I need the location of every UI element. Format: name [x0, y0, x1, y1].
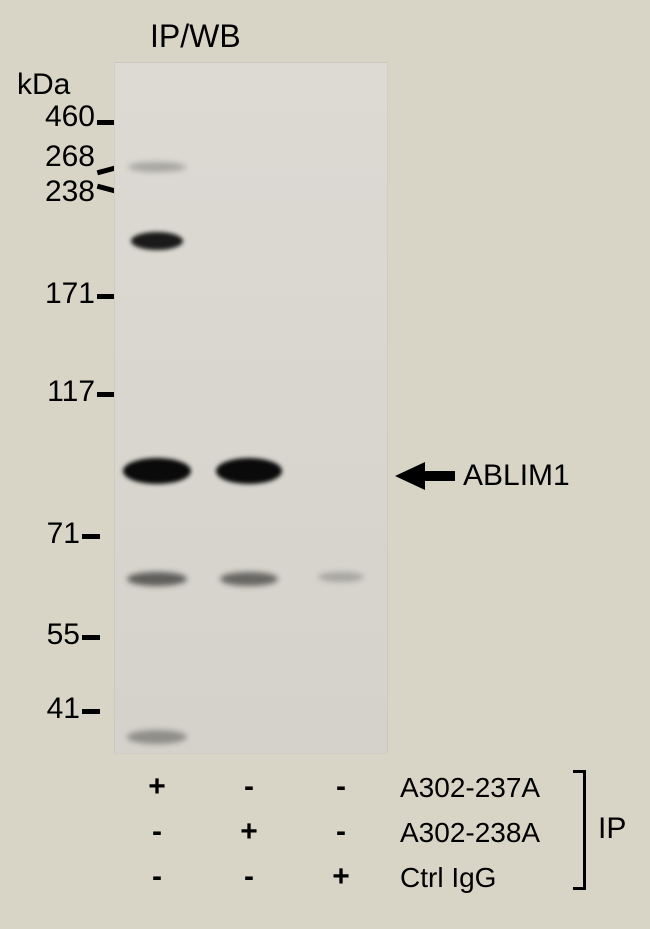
sample-r3-c1: - [142, 860, 172, 894]
mw-label-117: 117 [47, 375, 95, 409]
mw-label-460: 460 [45, 100, 95, 134]
mw-tick-268 [97, 166, 116, 175]
mw-label-268: 268 [45, 140, 95, 174]
arrow-shaft [425, 471, 455, 481]
antibody-label-3: Ctrl IgG [400, 862, 496, 894]
ip-label: IP [598, 812, 626, 846]
mw-label-41: 41 [47, 692, 80, 726]
sample-r2-c3: - [326, 815, 356, 849]
ip-bracket-top [573, 770, 586, 773]
ip-bracket-vertical [583, 770, 586, 890]
kda-unit-label: kDa [17, 68, 70, 102]
figure-title: IP/WB [150, 18, 241, 55]
band-lane1-190 [131, 232, 183, 250]
mw-tick-238 [97, 184, 116, 193]
mw-tick-71 [82, 534, 100, 539]
sample-r2-c2: + [234, 815, 264, 849]
sample-r3-c2: - [234, 860, 264, 894]
ip-bracket-bottom [573, 887, 586, 890]
protein-name-label: ABLIM1 [463, 459, 570, 493]
band-lane2-60 [220, 572, 278, 586]
mw-label-71: 71 [47, 517, 80, 551]
band-lane1-bottom [127, 730, 187, 744]
band-lane1-60 [127, 572, 187, 586]
mw-tick-171 [97, 294, 115, 299]
sample-r3-c3: + [326, 860, 356, 894]
antibody-label-1: A302-237A [400, 772, 540, 804]
sample-r1-c1: + [142, 770, 172, 804]
sample-r1-c2: - [234, 770, 264, 804]
arrow-head-icon [395, 462, 425, 490]
band-lane1-ablim1 [123, 458, 191, 484]
band-lane1-268 [128, 162, 186, 172]
band-lane2-ablim1 [216, 458, 282, 484]
mw-label-55: 55 [47, 618, 80, 652]
mw-label-238: 238 [45, 175, 95, 209]
mw-tick-41 [82, 709, 100, 714]
sample-r1-c3: - [326, 770, 356, 804]
mw-tick-55 [82, 635, 100, 640]
band-lane3-60 [318, 572, 364, 582]
mw-tick-117 [97, 392, 115, 397]
antibody-label-2: A302-238A [400, 817, 540, 849]
protein-arrow: ABLIM1 [395, 459, 570, 493]
sample-r2-c1: - [142, 815, 172, 849]
mw-tick-460 [97, 120, 115, 125]
mw-label-171: 171 [45, 277, 95, 311]
